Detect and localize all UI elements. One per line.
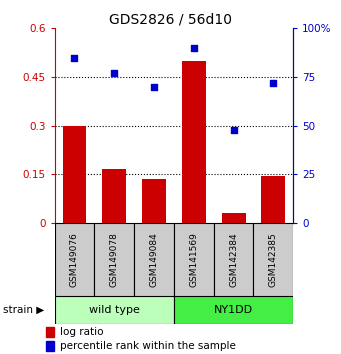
Text: wild type: wild type [89, 305, 140, 315]
Bar [55, 223, 94, 296]
Text: GSM142384: GSM142384 [229, 232, 238, 287]
Point [72, 55, 77, 60]
Text: GSM149078: GSM149078 [110, 232, 119, 287]
Point [151, 84, 157, 90]
Bar [94, 223, 134, 296]
Text: GSM141569: GSM141569 [189, 232, 198, 287]
Bar [55, 296, 174, 324]
Bar [214, 223, 253, 296]
Text: GDS2826 / 56d10: GDS2826 / 56d10 [109, 12, 232, 27]
Text: NY1DD: NY1DD [214, 305, 253, 315]
Point [191, 45, 196, 51]
Text: percentile rank within the sample: percentile rank within the sample [60, 341, 236, 351]
Text: GSM149076: GSM149076 [70, 232, 79, 287]
Bar [182, 61, 206, 223]
Bar [102, 170, 126, 223]
Text: GSM149084: GSM149084 [149, 232, 159, 287]
Point [231, 127, 236, 132]
Bar [142, 179, 166, 223]
Text: GSM142385: GSM142385 [269, 232, 278, 287]
Bar [222, 213, 246, 223]
Bar [46, 327, 54, 337]
Text: log ratio: log ratio [60, 327, 103, 337]
Point [271, 80, 276, 86]
Bar [46, 341, 54, 351]
Bar [174, 296, 293, 324]
Bar [134, 223, 174, 296]
Bar [262, 176, 285, 223]
Bar [62, 126, 86, 223]
Text: strain ▶: strain ▶ [3, 305, 45, 315]
Bar [174, 223, 214, 296]
Point [112, 70, 117, 76]
Bar [253, 223, 293, 296]
